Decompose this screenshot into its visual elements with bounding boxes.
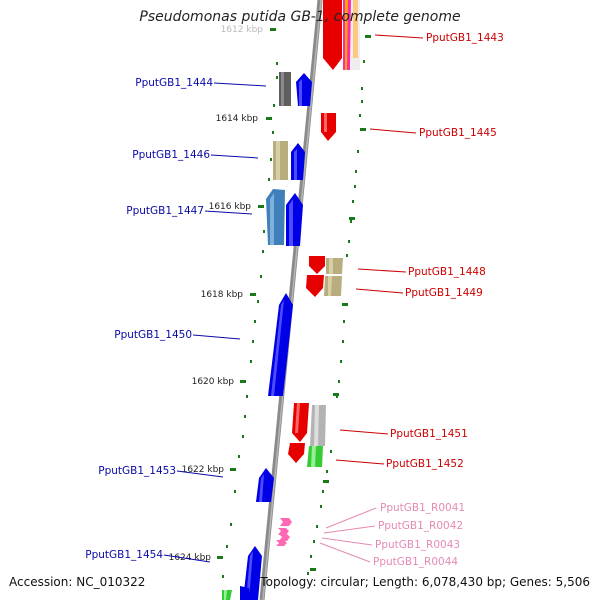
gene-label[interactable]: PputGB1_R0043 <box>375 539 460 551</box>
gene-label[interactable]: PputGB1_1447 <box>126 205 204 217</box>
gene-label[interactable]: PputGB1_1443 <box>426 32 504 44</box>
gene-label[interactable]: PputGB1_1449 <box>405 287 483 299</box>
kbp-label: 1616 kbp <box>209 202 252 212</box>
gene-label[interactable]: PputGB1_R0042 <box>378 520 463 532</box>
gene-label[interactable]: PputGB1_1452 <box>386 458 464 470</box>
kbp-labels: 1612 kbp 1614 kbp 1616 kbp 1618 kbp 1620… <box>169 25 264 563</box>
accession-text: Accession: NC_010322 <box>9 575 146 589</box>
gene-label[interactable]: PputGB1_1451 <box>390 428 468 440</box>
gene-label[interactable]: PputGB1_1446 <box>132 149 210 161</box>
reverse-gene-labels: PputGB1_1443 PputGB1_1445 PputGB1_1448 P… <box>386 32 504 470</box>
gene-PputGB1_1450[interactable] <box>268 293 293 396</box>
kbp-label: 1614 kbp <box>216 114 259 124</box>
forward-gene-labels: PputGB1_1444 PputGB1_1446 PputGB1_1447 P… <box>85 77 213 561</box>
outer-tick-track <box>307 60 365 575</box>
map-title: Pseudomonas putida GB-1, complete genome <box>139 9 461 25</box>
gene-label[interactable]: PputGB1_1448 <box>408 266 486 278</box>
gene-label[interactable]: PputGB1_R0044 <box>373 556 458 568</box>
gene-label[interactable]: PputGB1_1444 <box>135 77 213 89</box>
kbp-label: 1612 kbp <box>221 25 264 35</box>
rna-gene-labels: PputGB1_R0041 PputGB1_R0042 PputGB1_R004… <box>373 502 465 568</box>
gene-PputGB1_1447[interactable] <box>266 189 303 246</box>
gene-PputGB1_1454[interactable] <box>222 546 262 600</box>
kbp-label: 1618 kbp <box>201 290 244 300</box>
gene-PputGB1_1451[interactable] <box>292 403 326 446</box>
kbp-label: 1624 kbp <box>169 553 212 563</box>
gene-PputGB1_1453[interactable] <box>256 468 274 502</box>
gene-label[interactable]: PputGB1_1453 <box>98 465 176 477</box>
gene-label[interactable]: PputGB1_1454 <box>85 549 163 561</box>
gene-PputGB1_1446[interactable] <box>273 141 305 180</box>
kbp-major-ticks <box>217 28 371 571</box>
kbp-label: 1620 kbp <box>192 377 235 387</box>
gene-PputGB1_1445[interactable] <box>321 113 336 141</box>
gene-label[interactable]: PputGB1_1450 <box>114 329 192 341</box>
gene-label[interactable]: PputGB1_R0041 <box>380 502 465 514</box>
rna-genes[interactable] <box>276 518 292 546</box>
gene-label[interactable]: PputGB1_1445 <box>419 127 497 139</box>
gene-PputGB1_1452[interactable] <box>288 443 323 467</box>
inner-tick-track <box>222 62 278 578</box>
kbp-label: 1622 kbp <box>182 465 225 475</box>
gene-PputGB1_1448[interactable] <box>309 256 343 274</box>
gene-PputGB1_1444[interactable] <box>279 72 312 106</box>
gene-PputGB1_1443[interactable] <box>323 0 360 70</box>
label-leaders <box>163 34 424 563</box>
topology-text: Topology: circular; Length: 6,078,430 bp… <box>260 575 590 589</box>
gene-PputGB1_1449[interactable] <box>306 275 342 297</box>
